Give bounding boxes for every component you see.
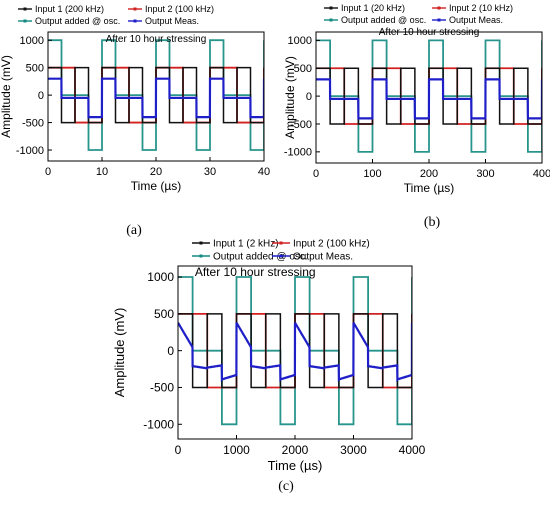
legend-label: Output Meas. bbox=[145, 16, 199, 26]
y-axis-label: Amplitude (mV) bbox=[112, 308, 127, 398]
chart-panel-a: 0 10 20 30 40 -1000 -500 0 500 1000 Time (µs) Ampli… bbox=[0, 0, 270, 215]
legend-item: Output Meas. bbox=[432, 15, 503, 25]
caption-c: (c) bbox=[278, 479, 294, 494]
legend-label: Input 2 (100 kHz) bbox=[293, 239, 370, 250]
x-tick-label: 1000 bbox=[223, 443, 250, 457]
legend-marker bbox=[279, 241, 283, 245]
y-tick-label: 500 bbox=[154, 307, 174, 321]
legend-item: Output added @ osc. bbox=[18, 16, 120, 26]
legend-item: Output Meas. bbox=[128, 16, 199, 26]
legend-label: Input 1 (20 kHz) bbox=[341, 3, 405, 13]
legend-marker bbox=[437, 6, 441, 10]
y-tick-label: -500 bbox=[22, 117, 44, 129]
x-tick-label: 2000 bbox=[282, 443, 309, 457]
y-tick-label: 500 bbox=[26, 63, 44, 75]
x-tick-label: 4000 bbox=[399, 443, 426, 457]
legend-label: Input 1 (200 kHz) bbox=[35, 4, 104, 14]
x-tick-label: 30 bbox=[204, 166, 216, 178]
plot-area bbox=[316, 39, 542, 153]
y-tick-label: 1000 bbox=[20, 35, 44, 47]
y-axis-label: Amplitude (mV) bbox=[283, 56, 297, 139]
chart-panel-b: 0 100 200 300 400 -1000 -500 0 500 1000 Time (µs) A… bbox=[283, 0, 550, 210]
legend-marker bbox=[23, 19, 27, 23]
legend-marker bbox=[329, 18, 333, 22]
series-line-input-1 bbox=[48, 66, 264, 124]
annotation-label: After 10 hour stressing bbox=[379, 27, 480, 38]
legend-label: Input 2 (10 kHz) bbox=[449, 3, 513, 13]
legend-marker bbox=[437, 18, 441, 22]
legend-item: Input 2 (100 kHz) bbox=[128, 4, 214, 14]
x-tick-label: 200 bbox=[420, 168, 438, 180]
x-tick-label: 0 bbox=[175, 443, 182, 457]
legend-label: Output added @ osc. bbox=[341, 15, 426, 25]
x-axis-label: Time (µs) bbox=[404, 181, 454, 195]
x-tick-label: 100 bbox=[363, 168, 381, 180]
legend-item: Input 1 (2 kHz) bbox=[192, 239, 279, 250]
chart-svg: 0 1000 2000 3000 4000 -1000 -500 0 500 1000 Time (… bbox=[112, 239, 426, 474]
legend-item: Input 2 (100 kHz) bbox=[272, 239, 370, 250]
legend-marker bbox=[279, 254, 283, 258]
x-axis-label: Time (µs) bbox=[131, 179, 181, 193]
y-tick-label: -1000 bbox=[16, 145, 44, 157]
x-tick-label: 400 bbox=[533, 168, 550, 180]
series-line-input-1 bbox=[178, 313, 412, 389]
y-tick-label: 1000 bbox=[288, 35, 312, 47]
caption-b: (b) bbox=[423, 215, 441, 230]
series-line-output-meas bbox=[316, 78, 542, 120]
legend-label: Input 2 (100 kHz) bbox=[145, 4, 214, 14]
series-line-output-added bbox=[178, 276, 412, 426]
x-tick-label: 0 bbox=[313, 168, 319, 180]
x-tick-label: 3000 bbox=[340, 443, 367, 457]
x-tick-label: 0 bbox=[45, 166, 51, 178]
legend-item: Input 1 (20 kHz) bbox=[324, 3, 405, 13]
series-line-output-added bbox=[48, 39, 264, 151]
legend-label: Output Meas. bbox=[293, 252, 353, 263]
chart-svg: 0 100 200 300 400 -1000 -500 0 500 1000 Time (µs) A… bbox=[283, 3, 550, 195]
caption-a: (a) bbox=[126, 223, 142, 238]
plot-area bbox=[178, 276, 412, 426]
legend-marker bbox=[329, 6, 333, 10]
annotation-label: After 10 hour stressing bbox=[106, 34, 207, 45]
x-tick-label: 10 bbox=[96, 166, 108, 178]
annotation-label: After 10 hour stressing bbox=[195, 265, 316, 279]
legend-item: Input 1 (200 kHz) bbox=[18, 4, 104, 14]
legend-item: Output added @ osc. bbox=[192, 252, 308, 263]
legend-label: Output added @ osc. bbox=[35, 16, 120, 26]
legend-item: Output added @ osc. bbox=[324, 15, 426, 25]
plot-area bbox=[48, 39, 264, 151]
series-line-output-added bbox=[316, 39, 542, 153]
legend-marker bbox=[133, 19, 137, 23]
legend-marker bbox=[199, 241, 203, 245]
y-tick-label: 0 bbox=[38, 90, 44, 102]
series-line-output-meas bbox=[178, 322, 412, 383]
x-tick-label: 300 bbox=[476, 168, 494, 180]
chart-svg: 0 10 20 30 40 -1000 -500 0 500 1000 Time (µs) Ampli… bbox=[0, 4, 270, 193]
series-line-output-meas bbox=[48, 77, 264, 119]
y-tick-label: -500 bbox=[150, 381, 174, 395]
y-tick-label: 1000 bbox=[147, 270, 174, 284]
y-tick-label: 500 bbox=[294, 63, 312, 75]
series-line-input-1 bbox=[316, 67, 542, 125]
y-tick-label: -1000 bbox=[143, 417, 174, 431]
chart-panel-c: 0 1000 2000 3000 4000 -1000 -500 0 500 1000 Time (… bbox=[112, 234, 432, 474]
x-tick-label: 20 bbox=[150, 166, 162, 178]
x-axis-label: Time (µs) bbox=[268, 458, 323, 473]
y-tick-label: -500 bbox=[290, 119, 312, 131]
legend-marker bbox=[133, 7, 137, 11]
x-tick-label: 40 bbox=[258, 166, 270, 178]
legend-label: Input 1 (2 kHz) bbox=[213, 239, 279, 250]
legend-item: Output Meas. bbox=[272, 252, 353, 263]
y-tick-label: 0 bbox=[306, 91, 312, 103]
y-tick-label: -1000 bbox=[284, 147, 312, 159]
y-axis-label: Amplitude (mV) bbox=[0, 55, 13, 138]
legend-marker bbox=[199, 254, 203, 258]
legend-label: Output added @ osc. bbox=[213, 252, 308, 263]
legend-label: Output Meas. bbox=[449, 15, 503, 25]
y-tick-label: 0 bbox=[167, 344, 174, 358]
legend-marker bbox=[23, 7, 27, 11]
legend-item: Input 2 (10 kHz) bbox=[432, 3, 513, 13]
